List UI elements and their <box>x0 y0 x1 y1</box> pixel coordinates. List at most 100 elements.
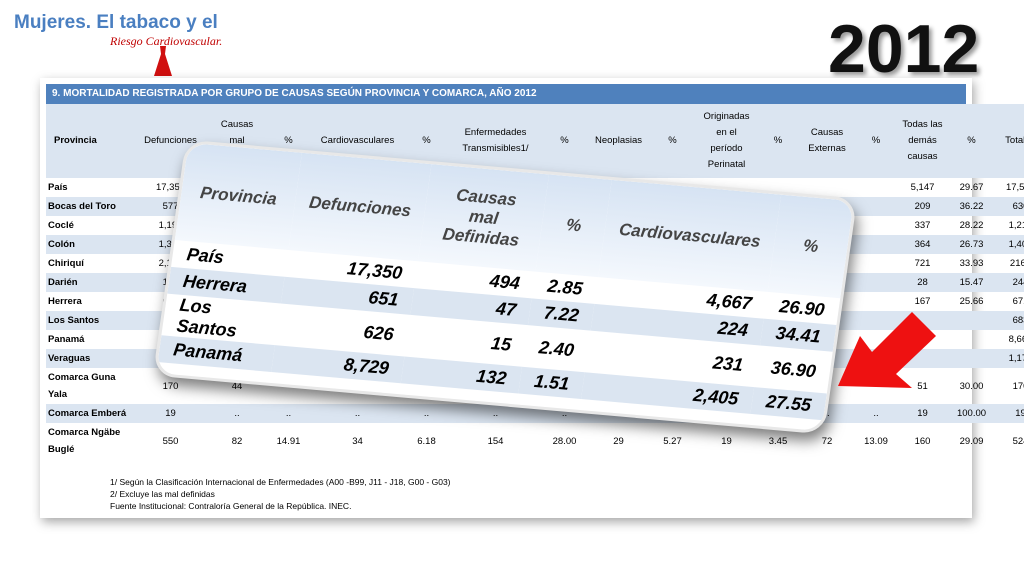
table-row: Coclé 1,194 337 28.22 1,216 <box>46 216 1024 235</box>
table-cell: 19 <box>721 435 732 447</box>
table-cell: Los Santos <box>46 311 131 330</box>
table-cell: 28.00 <box>552 435 577 447</box>
table-cell <box>854 311 898 330</box>
table-cell: .. <box>854 404 898 423</box>
table-cell <box>854 216 898 235</box>
zoom-cell: 2.40 <box>537 336 576 360</box>
table-cell: 34 <box>352 435 363 447</box>
table-cell: Veraguas <box>46 349 131 368</box>
table-row: País 17,350 5,147 29.67 17,569 <box>46 178 1024 197</box>
table-cell: 364 <box>898 235 947 254</box>
table-cell: 671 <box>1012 296 1024 307</box>
table-cell: 36.22 <box>947 197 996 216</box>
table-cell: 29 <box>613 435 624 447</box>
column-header: Todas las demás causas <box>898 104 947 178</box>
zoom-column-header: Provincia <box>174 142 303 250</box>
red-arrow <box>838 312 936 388</box>
year: 2012 <box>828 11 980 87</box>
table-cell: .. <box>313 404 402 423</box>
table-cell: 33.93 <box>959 258 984 269</box>
table-cell: 26.73 <box>947 235 996 254</box>
table-cell <box>947 349 996 368</box>
column-header: Provincia <box>46 104 131 178</box>
table-cell: 72 <box>821 435 833 447</box>
table-row: Panamá 8,666 <box>46 330 1024 349</box>
slide-title: Mujeres. El tabaco y el <box>14 12 218 33</box>
table-cell: 5,147 <box>910 182 935 193</box>
table-cell: 19 <box>996 404 1024 423</box>
table-cell: 1,408 <box>996 235 1024 254</box>
table-cell: 1,216 <box>1008 220 1024 231</box>
table-cell: Comarca Guna Yala <box>48 372 116 400</box>
table-cell: .. <box>402 404 451 423</box>
column-header: % <box>648 104 697 178</box>
table-cell: 28.22 <box>959 220 984 231</box>
table-cell: .. <box>451 404 540 423</box>
note: Fuente Institucional: Contraloría Genera… <box>110 501 352 511</box>
slide-subtitle: Riesgo Cardiovascular. <box>110 34 223 48</box>
table-cell: 1,194 <box>158 220 183 231</box>
table-cell: 14.91 <box>276 435 301 447</box>
table-cell: 160 <box>914 435 931 447</box>
column-header: % <box>756 104 800 178</box>
table-cell: .. <box>210 404 264 423</box>
table-cell: 82 <box>231 435 243 447</box>
table-cell: 17,569 <box>1005 182 1024 193</box>
table-cell: Colón <box>46 235 131 254</box>
table-cell: 167 <box>914 296 931 307</box>
table-cell: 2160 <box>1009 258 1024 269</box>
table-cell: 154 <box>487 435 504 447</box>
zoom-column-header: % <box>767 194 854 299</box>
table-cell: 244 <box>996 273 1024 292</box>
table-cell: 13.09 <box>864 435 888 447</box>
table-cell: 51 <box>917 380 928 392</box>
table-cell: Darién <box>46 273 131 292</box>
table-cell: 29.67 <box>959 182 984 193</box>
column-header: Causas Externas <box>800 104 854 178</box>
column-header: Originadas en el período Perinatal <box>697 104 756 178</box>
table-cell: 683 <box>996 311 1024 330</box>
table-cell: Coclé <box>48 220 74 231</box>
table-cell: 8,666 <box>1008 334 1024 345</box>
table-cell: 17,350 <box>155 182 186 193</box>
table-cell: 550 <box>162 435 179 447</box>
table-cell: 3.45 <box>768 435 788 447</box>
table-cell <box>947 330 996 349</box>
table-cell: 1,178 <box>996 349 1024 368</box>
table-cell: 524 <box>1012 435 1024 447</box>
table-cell: Chiriquí <box>48 258 84 269</box>
table-cell: 44 <box>231 380 243 392</box>
table-cell: 721 <box>914 258 931 269</box>
column-header: % <box>540 104 589 178</box>
zoom-cell: 1.51 <box>518 366 585 400</box>
table-cell: 630 <box>996 197 1024 216</box>
table-cell: 170 <box>1012 380 1024 392</box>
table-cell: Panamá <box>48 334 85 345</box>
column-header: Total 2/ <box>996 104 1024 178</box>
table-cell <box>854 273 898 292</box>
table-cell: Comarca Ngäbe Buglé <box>48 427 121 455</box>
table-cell: Bocas del Toro <box>46 197 131 216</box>
table-cell: 15.47 <box>947 273 996 292</box>
table-cell: 100.00 <box>947 404 996 423</box>
zoom-column-header: Defunciones <box>288 152 432 262</box>
table-row: Comarca Guna Yala 170 44 51 30.00 170 <box>46 368 1024 404</box>
table-cell: 19 <box>131 404 210 423</box>
table-cell: .. <box>264 404 313 423</box>
table-cell: 19 <box>898 404 947 423</box>
dress-icon <box>154 46 172 76</box>
zoom-column-header: Cardiovasculares <box>598 179 782 292</box>
table-cell: 6.18 <box>417 435 436 447</box>
column-header: Neoplasias <box>589 104 648 178</box>
table-cell <box>854 197 898 216</box>
table-cell <box>947 311 996 330</box>
notes: 1/ Según la Clasificación Internacional … <box>110 476 451 512</box>
table-cell <box>854 178 898 197</box>
table-cell: 25.66 <box>959 296 984 307</box>
table-cell: 170 <box>162 380 179 392</box>
zoom-cell: 27.55 <box>750 387 827 421</box>
zoom-column-header: Causas mal Definidas <box>418 164 550 272</box>
table-cell <box>854 235 898 254</box>
note: 1/ Según la Clasificación Internacional … <box>110 477 451 487</box>
